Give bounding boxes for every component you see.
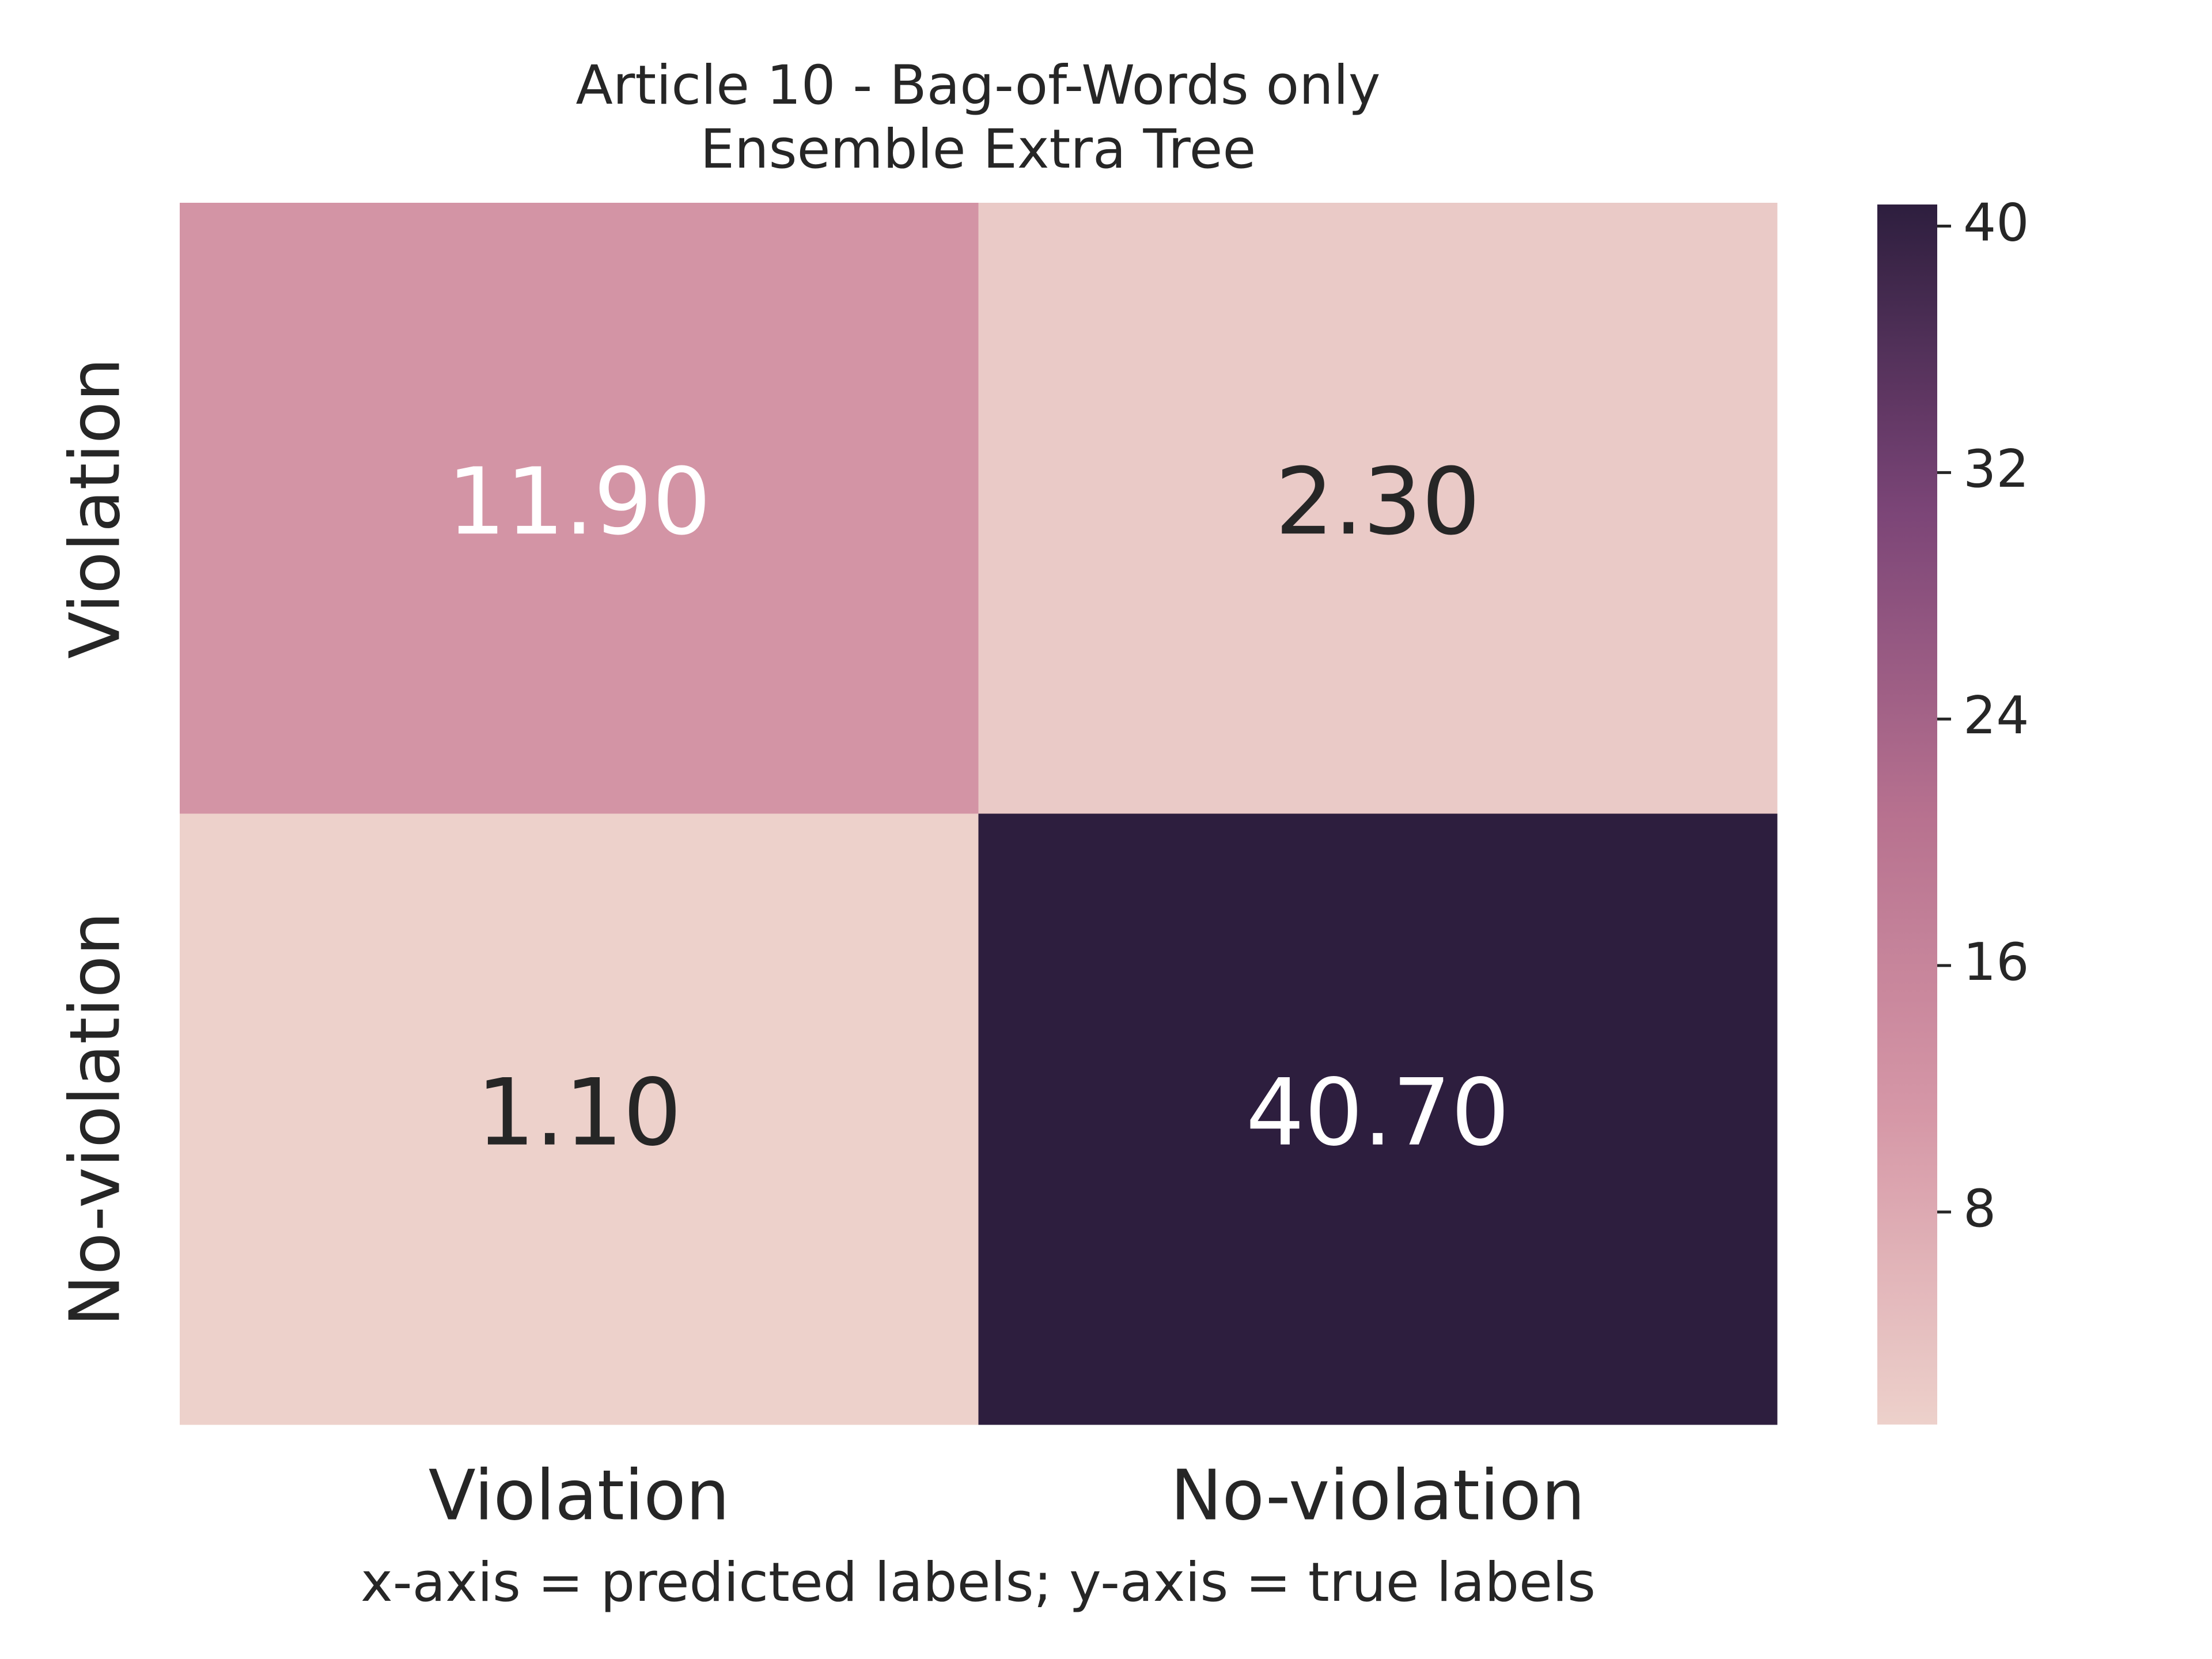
value-label: 11.90: [447, 448, 711, 555]
value-label: 1.10: [476, 1059, 681, 1166]
heatmap-cell: [180, 813, 979, 1425]
heatmap-cell: [978, 813, 1778, 1425]
heatmap-cell: [180, 203, 979, 814]
colorbar-tick-label: 8: [1963, 1179, 1996, 1239]
heatmap-cell: [978, 203, 1778, 814]
chart-title: Article 10 - Bag-of-Words only: [575, 54, 1380, 117]
value-label: 2.30: [1275, 448, 1480, 555]
value-label: 40.70: [1246, 1059, 1510, 1166]
x-tick-label: Violation: [429, 1456, 730, 1536]
colorbar-tick-label: 16: [1963, 932, 2029, 993]
caption: x-axis = predicted labels; y-axis = true…: [361, 1551, 1596, 1614]
colorbar-tick-label: 24: [1963, 685, 2029, 746]
x-tick-label: No-violation: [1171, 1456, 1585, 1536]
y-tick-label: Violation: [56, 358, 136, 659]
colorbar-tick-label: 32: [1963, 439, 2029, 499]
colorbar-tick-label: 40: [1963, 192, 2029, 253]
chart-subtitle: Ensemble Extra Tree: [700, 118, 1256, 181]
y-tick-label: No-violation: [56, 912, 136, 1327]
colorbar: [1877, 204, 1937, 1425]
